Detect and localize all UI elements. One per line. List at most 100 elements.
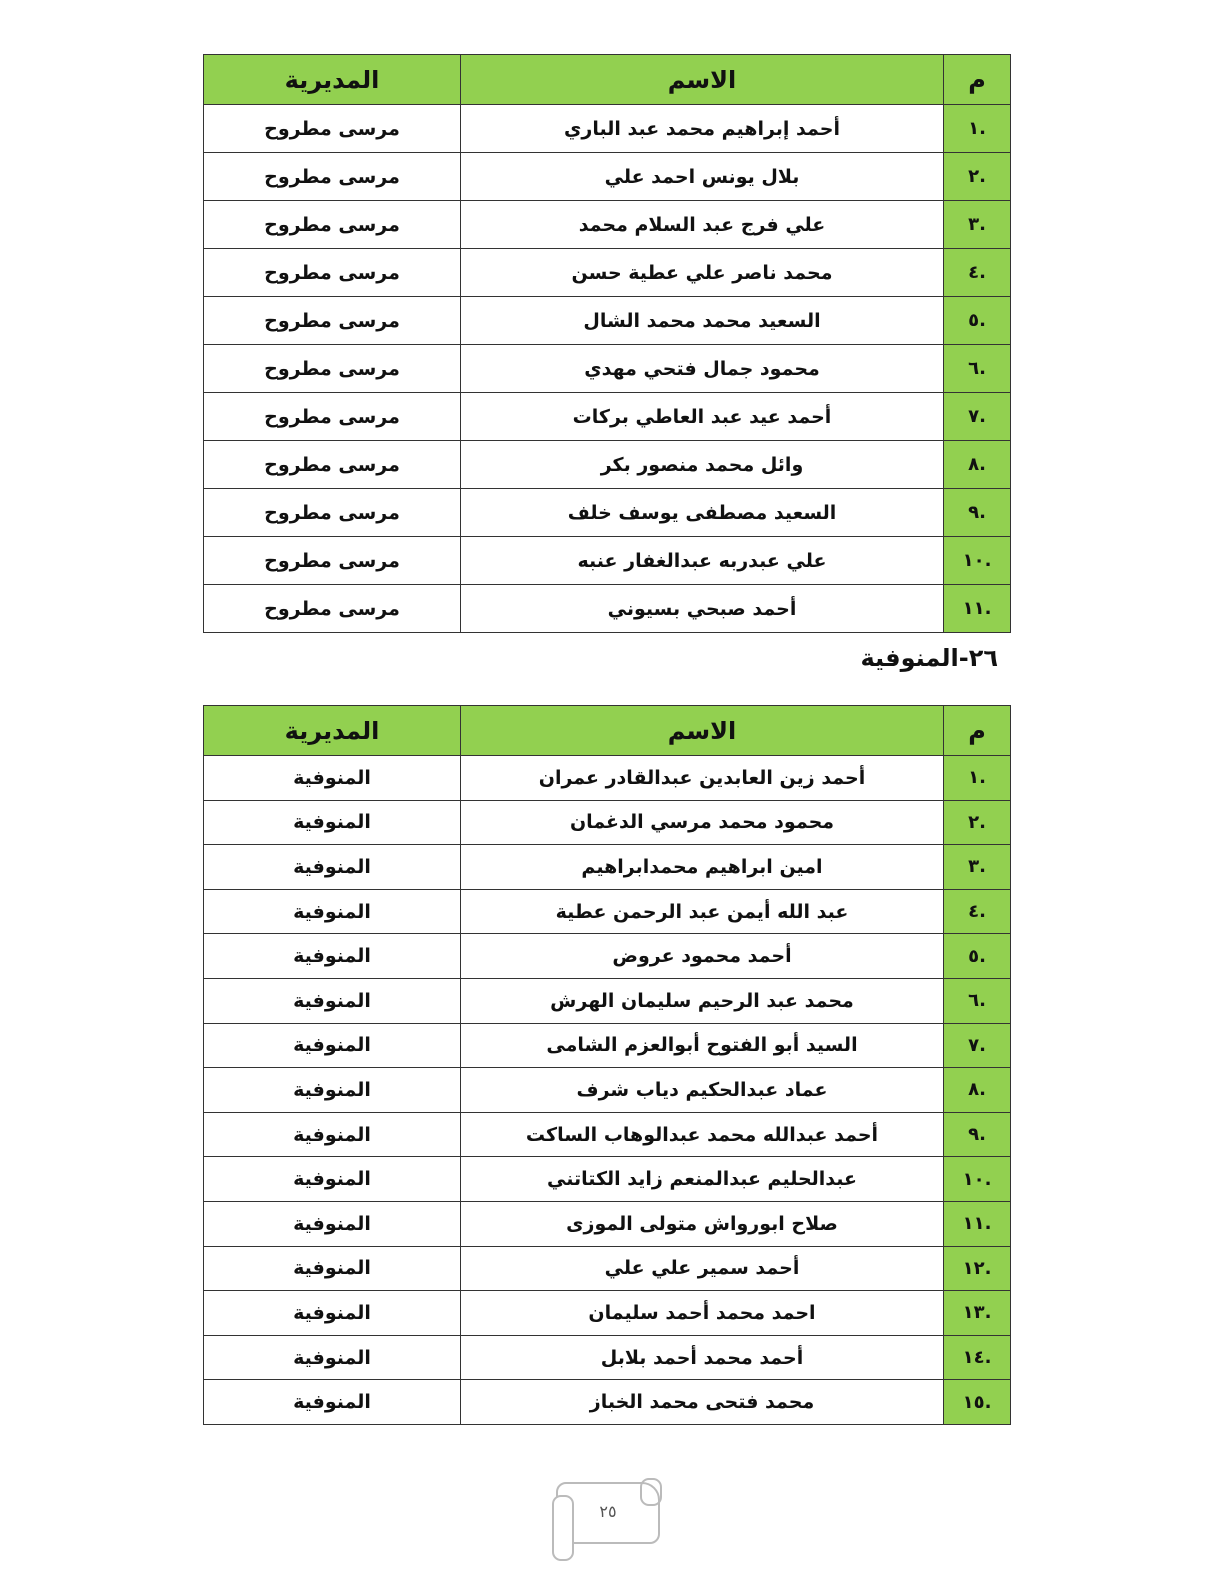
directorate: المنوفية bbox=[203, 1067, 461, 1113]
person-name: وائل محمد منصور بكر bbox=[460, 440, 944, 489]
person-name: عبد الله أيمن عبد الرحمن عطية bbox=[460, 888, 944, 935]
directorate: المنوفية bbox=[203, 844, 461, 890]
directorate: مرسى مطروح bbox=[203, 296, 461, 345]
person-name: احمد محمد أحمد سليمان bbox=[460, 1290, 944, 1336]
row-number: .٢ bbox=[943, 152, 1011, 201]
person-name: علي فرج عبد السلام محمد bbox=[460, 200, 944, 249]
row-number: .١٥ bbox=[943, 1379, 1011, 1425]
row-number: .١٣ bbox=[943, 1290, 1011, 1336]
section-heading: ٢٦-المنوفية bbox=[860, 644, 999, 672]
row-number: .٦ bbox=[943, 344, 1011, 393]
person-name: محمود محمد مرسي الدغمان bbox=[460, 799, 944, 846]
matrouh-table: م الاسم المديرية .١ أحمد إبراهيم محمد عبد… bbox=[203, 54, 1011, 633]
table-row: .٣ امين ابراهيم محمدابراهيم المنوفية bbox=[203, 844, 1011, 890]
directorate: المنوفية bbox=[203, 1156, 461, 1202]
person-name: أحمد محمود عروض bbox=[460, 933, 944, 979]
directorate: المنوفية bbox=[203, 1200, 461, 1247]
directorate: المنوفية bbox=[203, 1245, 461, 1292]
table-row: .٩ أحمد عبدالله محمد عبدالوهاب الساكت المن… bbox=[203, 1111, 1011, 1158]
row-number: .٣ bbox=[943, 200, 1011, 249]
table-row: .٦ محمد عبد الرحيم سليمان الهرش المنوفية bbox=[203, 977, 1011, 1024]
row-number: .١١ bbox=[943, 584, 1011, 633]
directorate: مرسى مطروح bbox=[203, 536, 461, 585]
page-number: ٢٥ bbox=[599, 1502, 617, 1521]
table-row: .٦ محمود جمال فتحي مهدي مرسى مطروح bbox=[203, 344, 1011, 393]
row-number: .١١ bbox=[943, 1200, 1011, 1247]
table-row: .١٣ احمد محمد أحمد سليمان المنوفية bbox=[203, 1290, 1011, 1336]
row-number: .٦ bbox=[943, 977, 1011, 1024]
table-row: .٥ السعيد محمد محمد الشال مرسى مطروح bbox=[203, 296, 1011, 345]
menoufia-table: م الاسم المديرية .١ أحمد زين العابدين عبد… bbox=[203, 705, 1011, 1425]
row-number: .٨ bbox=[943, 440, 1011, 489]
table-row: .٩ السعيد مصطفى يوسف خلف مرسى مطروح bbox=[203, 488, 1011, 537]
person-name: بلال يونس احمد علي bbox=[460, 152, 944, 201]
table-row: .٨ عماد عبدالحكيم دياب شرف المنوفية bbox=[203, 1067, 1011, 1113]
directorate: مرسى مطروح bbox=[203, 440, 461, 489]
person-name: عبدالحليم عبدالمنعم زايد الكتاتني bbox=[460, 1156, 944, 1202]
person-name: محمد فتحى محمد الخباز bbox=[460, 1379, 944, 1425]
table-row: .٣ علي فرج عبد السلام محمد مرسى مطروح bbox=[203, 200, 1011, 249]
person-name: امين ابراهيم محمدابراهيم bbox=[460, 844, 944, 890]
directorate: المنوفية bbox=[203, 755, 461, 801]
directorate: المنوفية bbox=[203, 933, 461, 979]
header-num: م bbox=[943, 705, 1011, 756]
table-row: .٢ محمود محمد مرسي الدغمان المنوفية bbox=[203, 799, 1011, 846]
directorate: مرسى مطروح bbox=[203, 248, 461, 297]
table-row: .٧ أحمد عيد عبد العاطي بركات مرسى مطروح bbox=[203, 392, 1011, 441]
table-row: .٥ أحمد محمود عروض المنوفية bbox=[203, 933, 1011, 979]
header-name: الاسم bbox=[460, 705, 944, 756]
table-row: .١٠ علي عبدربه عبدالغفار عنبه مرسى مطروح bbox=[203, 536, 1011, 585]
directorate: المنوفية bbox=[203, 888, 461, 935]
person-name: السعيد مصطفى يوسف خلف bbox=[460, 488, 944, 537]
directorate: المنوفية bbox=[203, 1290, 461, 1336]
directorate: المنوفية bbox=[203, 1111, 461, 1158]
person-name: أحمد صبحي بسيوني bbox=[460, 584, 944, 633]
directorate: مرسى مطروح bbox=[203, 392, 461, 441]
table-row: .١٤ أحمد محمد أحمد بلابل المنوفية bbox=[203, 1334, 1011, 1381]
row-number: .٨ bbox=[943, 1067, 1011, 1113]
table-row: .٧ السيد أبو الفتوح أبوالعزم الشامى المنوف… bbox=[203, 1022, 1011, 1069]
row-number: .٣ bbox=[943, 844, 1011, 890]
row-number: .١ bbox=[943, 755, 1011, 801]
table-header-row: م الاسم المديرية bbox=[203, 705, 1011, 756]
directorate: المنوفية bbox=[203, 977, 461, 1024]
row-number: .٤ bbox=[943, 248, 1011, 297]
person-name: أحمد زين العابدين عبدالقادر عمران bbox=[460, 755, 944, 801]
directorate: مرسى مطروح bbox=[203, 584, 461, 633]
person-name: السيد أبو الفتوح أبوالعزم الشامى bbox=[460, 1022, 944, 1069]
person-name: محمد عبد الرحيم سليمان الهرش bbox=[460, 977, 944, 1024]
person-name: علي عبدربه عبدالغفار عنبه bbox=[460, 536, 944, 585]
directorate: المنوفية bbox=[203, 1022, 461, 1069]
row-number: .٥ bbox=[943, 933, 1011, 979]
table-row: .٤ محمد ناصر علي عطية حسن مرسى مطروح bbox=[203, 248, 1011, 297]
row-number: .٧ bbox=[943, 1022, 1011, 1069]
table-row: .١٢ أحمد سمير علي علي المنوفية bbox=[203, 1245, 1011, 1292]
table-row: .٢ بلال يونس احمد علي مرسى مطروح bbox=[203, 152, 1011, 201]
row-number: .١٠ bbox=[943, 536, 1011, 585]
person-name: أحمد عيد عبد العاطي بركات bbox=[460, 392, 944, 441]
person-name: أحمد عبدالله محمد عبدالوهاب الساكت bbox=[460, 1111, 944, 1158]
person-name: أحمد إبراهيم محمد عبد الباري bbox=[460, 104, 944, 153]
table-row: .١ أحمد زين العابدين عبدالقادر عمران المنو… bbox=[203, 755, 1011, 801]
table-row: .٤ عبد الله أيمن عبد الرحمن عطية المنوفية bbox=[203, 888, 1011, 935]
person-name: محمد ناصر علي عطية حسن bbox=[460, 248, 944, 297]
row-number: .١٢ bbox=[943, 1245, 1011, 1292]
directorate: المنوفية bbox=[203, 799, 461, 846]
row-number: .٩ bbox=[943, 1111, 1011, 1158]
directorate: المنوفية bbox=[203, 1379, 461, 1425]
person-name: أحمد سمير علي علي bbox=[460, 1245, 944, 1292]
row-number: .١٤ bbox=[943, 1334, 1011, 1381]
row-number: .٧ bbox=[943, 392, 1011, 441]
person-name: صلاح ابورواش متولى الموزى bbox=[460, 1200, 944, 1247]
directorate: مرسى مطروح bbox=[203, 104, 461, 153]
person-name: السعيد محمد محمد الشال bbox=[460, 296, 944, 345]
header-num: م bbox=[943, 54, 1011, 105]
scroll-curl-icon bbox=[552, 1495, 574, 1561]
directorate: المنوفية bbox=[203, 1334, 461, 1381]
directorate: مرسى مطروح bbox=[203, 200, 461, 249]
table-row: .١٥ محمد فتحى محمد الخباز المنوفية bbox=[203, 1379, 1011, 1425]
table-row: .١٠ عبدالحليم عبدالمنعم زايد الكتاتني المن… bbox=[203, 1156, 1011, 1202]
table-row: .٨ وائل محمد منصور بكر مرسى مطروح bbox=[203, 440, 1011, 489]
directorate: مرسى مطروح bbox=[203, 344, 461, 393]
header-directorate: المديرية bbox=[203, 54, 461, 105]
